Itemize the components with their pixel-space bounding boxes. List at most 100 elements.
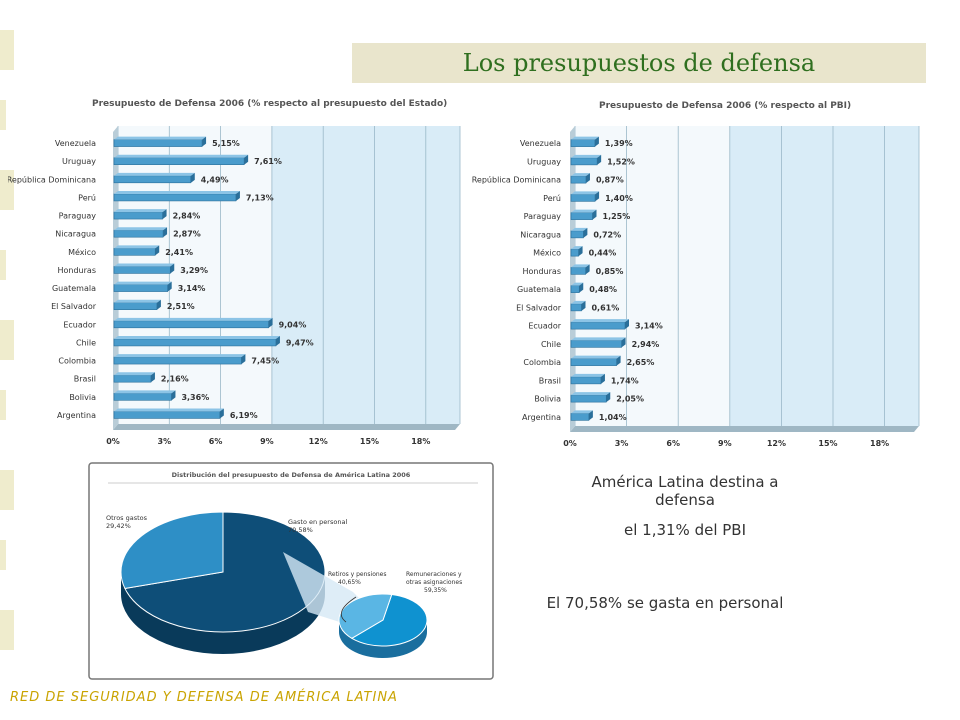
note-personnel: El 70,58% se gasta en personal bbox=[520, 594, 810, 612]
bar-value-label: 0,48% bbox=[589, 285, 617, 294]
bar-top bbox=[571, 373, 605, 377]
category-label: Honduras bbox=[58, 266, 97, 275]
bar-side bbox=[594, 136, 599, 147]
breakout-slice bbox=[338, 593, 393, 639]
x-tick-label: 12% bbox=[309, 437, 328, 446]
bar-value-label: 2,94% bbox=[632, 340, 660, 349]
bar-top bbox=[571, 154, 602, 158]
chart-gdp: Presupuesto de Defensa 2006 (% respecto … bbox=[472, 101, 920, 448]
bar bbox=[113, 175, 192, 184]
category-label: Uruguay bbox=[62, 157, 96, 166]
category-label: Honduras bbox=[523, 267, 562, 276]
bar-side bbox=[275, 335, 280, 346]
pie-slice-label: Otros gastos bbox=[106, 514, 148, 522]
bar-side bbox=[235, 190, 240, 201]
bar-top bbox=[571, 191, 600, 195]
bar-value-label: 1,74% bbox=[611, 376, 639, 385]
chart-floor bbox=[570, 426, 919, 432]
bar-side bbox=[578, 246, 583, 257]
bar-top bbox=[114, 227, 168, 231]
category-label: Bolivia bbox=[69, 393, 96, 402]
x-tick-label: 0% bbox=[563, 439, 577, 448]
pie-side bbox=[121, 572, 325, 654]
bar bbox=[113, 356, 242, 365]
bar-top bbox=[114, 408, 224, 412]
bar-value-label: 7,13% bbox=[246, 193, 274, 202]
bar bbox=[570, 212, 593, 220]
footer: RED DE SEGURIDAD Y DEFENSA DE AMÉRICA LA… bbox=[10, 690, 398, 705]
bar bbox=[113, 320, 269, 329]
bar-side bbox=[170, 263, 175, 274]
category-label: Colombia bbox=[523, 358, 561, 367]
bar-value-label: 2,65% bbox=[627, 358, 655, 367]
bar-value-label: 2,05% bbox=[616, 395, 644, 404]
title-band: Los presupuestos de defensa bbox=[352, 43, 926, 83]
bar-side bbox=[597, 154, 602, 165]
x-tick-label: 3% bbox=[158, 437, 172, 446]
category-label: Nicaragua bbox=[520, 230, 561, 239]
bar-top bbox=[571, 282, 584, 286]
bar bbox=[113, 393, 172, 401]
x-tick-label: 0% bbox=[106, 437, 120, 446]
breakout-label: Retiros y pensiones bbox=[328, 571, 387, 578]
bar-top bbox=[114, 172, 195, 176]
category-label: Guatemala bbox=[517, 285, 561, 294]
bar-value-label: 0,44% bbox=[589, 249, 617, 258]
category-label: Perú bbox=[78, 193, 96, 202]
bar bbox=[570, 230, 584, 239]
bar-top bbox=[571, 355, 621, 359]
bar-top bbox=[571, 410, 593, 414]
bar bbox=[570, 340, 622, 348]
category-label: República Dominicana bbox=[472, 176, 561, 185]
bar-side bbox=[244, 154, 249, 165]
x-tick-label: 15% bbox=[360, 437, 379, 446]
x-tick-label: 6% bbox=[209, 437, 223, 446]
bar-top bbox=[114, 317, 273, 321]
bar-top bbox=[571, 319, 630, 323]
bar-value-label: 3,29% bbox=[180, 266, 208, 275]
bar-side bbox=[592, 209, 597, 220]
bar-top bbox=[571, 227, 588, 231]
bar-value-label: 0,72% bbox=[593, 230, 621, 239]
bar-top bbox=[571, 173, 590, 177]
pie-slice-value: 29,42% bbox=[106, 522, 131, 530]
bar-value-label: 1,25% bbox=[603, 212, 631, 221]
bar-top bbox=[114, 154, 249, 158]
bar bbox=[113, 193, 237, 202]
bar-top bbox=[114, 209, 167, 213]
bar-value-label: 9,04% bbox=[279, 320, 307, 329]
bar-side bbox=[155, 245, 160, 256]
category-label: Ecuador bbox=[528, 322, 561, 331]
bar-side bbox=[579, 282, 584, 293]
bar-side bbox=[268, 317, 273, 328]
chart-title: Presupuesto de Defensa 2006 (% respecto … bbox=[92, 99, 447, 109]
slide-title: Los presupuestos de defensa bbox=[462, 49, 816, 77]
bar bbox=[570, 358, 617, 366]
pie-slice-value: 70,58% bbox=[288, 526, 313, 534]
bar-side bbox=[585, 264, 590, 275]
x-tick-label: 9% bbox=[718, 439, 732, 448]
breakout-slice bbox=[350, 593, 428, 647]
bar-value-label: 2,84% bbox=[173, 212, 201, 221]
bar bbox=[113, 157, 245, 165]
category-label: El Salvador bbox=[51, 302, 97, 311]
bar bbox=[113, 248, 156, 256]
bar-value-label: 5,15% bbox=[212, 139, 240, 148]
bar bbox=[113, 338, 277, 347]
category-label: Guatemala bbox=[52, 284, 96, 293]
bar bbox=[113, 266, 171, 274]
bar-side bbox=[202, 136, 207, 147]
bar-side bbox=[595, 191, 600, 202]
category-label: Argentina bbox=[522, 413, 561, 422]
bar-value-label: 3,14% bbox=[635, 322, 663, 331]
plot-shade bbox=[271, 126, 460, 424]
bar-side bbox=[219, 408, 224, 419]
bar-value-label: 1,39% bbox=[605, 139, 633, 148]
bar-value-label: 7,45% bbox=[251, 357, 279, 366]
bar-side bbox=[581, 300, 586, 311]
breakout-value: 40,65% bbox=[338, 579, 361, 586]
category-label: Ecuador bbox=[63, 320, 96, 329]
bar-top bbox=[114, 354, 246, 358]
bar-value-label: 7,61% bbox=[254, 157, 282, 166]
x-tick-label: 9% bbox=[260, 437, 274, 446]
